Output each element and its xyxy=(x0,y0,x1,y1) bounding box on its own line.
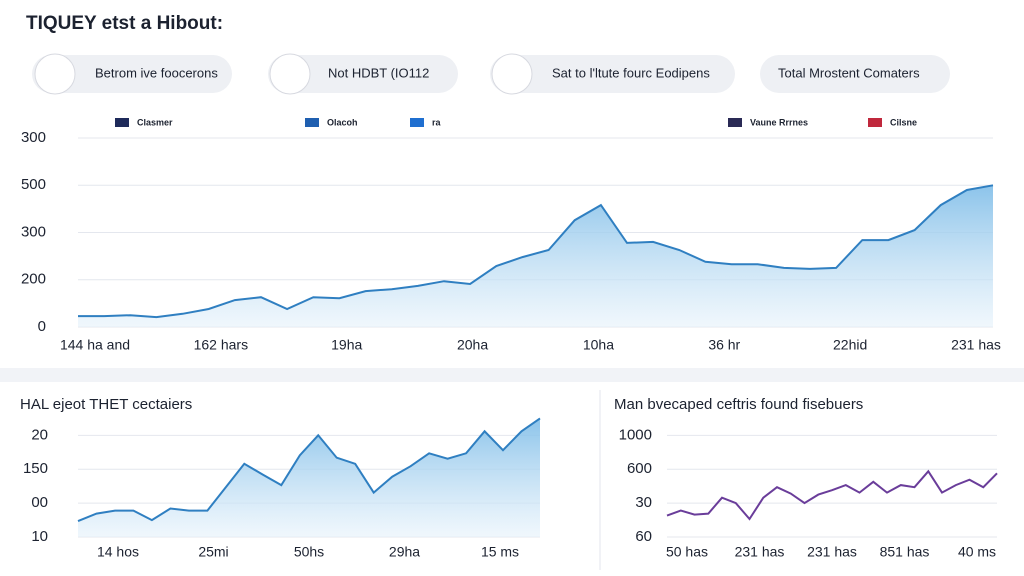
y-tick-label: 600 xyxy=(627,460,652,477)
y-tick-label: 30 xyxy=(635,494,652,511)
pill-label: Betrom ive foocerons xyxy=(95,65,218,80)
x-tick-label: 231 has xyxy=(735,544,785,560)
x-tick-label: 10ha xyxy=(583,337,614,353)
x-tick-label: 851 has xyxy=(880,544,930,560)
page-title: TIQUEY etst a Hibout: xyxy=(26,13,223,34)
legend-swatch xyxy=(115,118,129,127)
y-tick-label: 500 xyxy=(21,176,46,193)
x-tick-label: 19ha xyxy=(331,337,362,353)
y-tick-label: 0 xyxy=(38,318,46,335)
pill-icon xyxy=(34,53,76,95)
x-tick-label: 162 hars xyxy=(194,337,248,353)
x-tick-label: 15 ms xyxy=(481,544,519,560)
y-tick-label: 300 xyxy=(21,129,46,146)
x-tick-label: 50 has xyxy=(666,544,708,560)
legend-swatch xyxy=(868,118,882,127)
pill[interactable] xyxy=(490,55,735,93)
line xyxy=(77,417,541,523)
y-tick-label: 300 xyxy=(21,223,46,240)
legend-swatch xyxy=(728,118,742,127)
legend-swatch xyxy=(305,118,319,127)
x-tick-label: 144 ha and xyxy=(60,337,130,353)
pill[interactable] xyxy=(32,55,232,93)
pill-label: Sat to l'ltute fourc Eodipens xyxy=(552,65,710,80)
x-tick-label: 40 ms xyxy=(958,544,996,560)
y-tick-label: 20 xyxy=(31,426,48,443)
area xyxy=(78,185,993,327)
line xyxy=(666,469,998,521)
x-tick-label: 36 hr xyxy=(708,337,740,353)
x-tick-label: 20ha xyxy=(457,337,488,353)
x-tick-label: 25mi xyxy=(198,544,228,560)
legend-swatch xyxy=(410,118,424,127)
line xyxy=(78,184,994,319)
y-tick-label: 150 xyxy=(23,460,48,477)
pill-label: Not HDBT (IO112 xyxy=(328,65,429,80)
y-tick-label: 1000 xyxy=(619,426,652,443)
pill[interactable] xyxy=(268,55,458,93)
chart-title: Man bvecaped ceftris found fisebuers xyxy=(614,396,863,413)
y-tick-label: 00 xyxy=(31,494,48,511)
pill-icon xyxy=(491,53,533,95)
x-tick-label: 14 hos xyxy=(97,544,139,560)
legend-label: Vaune Rrrnes xyxy=(750,117,808,127)
x-tick-label: 29ha xyxy=(389,544,420,560)
x-tick-label: 22hid xyxy=(833,337,867,353)
x-tick-label: 50hs xyxy=(294,544,324,560)
pill[interactable] xyxy=(760,55,950,93)
legend-label: Olacoh xyxy=(327,117,358,127)
x-tick-label: 231 has xyxy=(951,337,1001,353)
legend-label: Clasmer xyxy=(137,117,173,127)
y-tick-label: 200 xyxy=(21,271,46,288)
y-tick-label: 60 xyxy=(635,528,652,545)
legend-label: ra xyxy=(432,117,442,127)
x-tick-label: 231 has xyxy=(807,544,857,560)
area xyxy=(78,418,540,537)
pill-row: Betrom ive foocerons Not HDBT (IO112 Sat… xyxy=(32,53,950,95)
chart-title: HAL ejeot THET cectaiers xyxy=(20,396,192,413)
legend-label: Cilsne xyxy=(890,117,917,127)
pill-icon xyxy=(269,53,311,95)
pill-label: Total Mrostent Comaters xyxy=(778,65,920,80)
y-tick-label: 10 xyxy=(31,528,48,545)
